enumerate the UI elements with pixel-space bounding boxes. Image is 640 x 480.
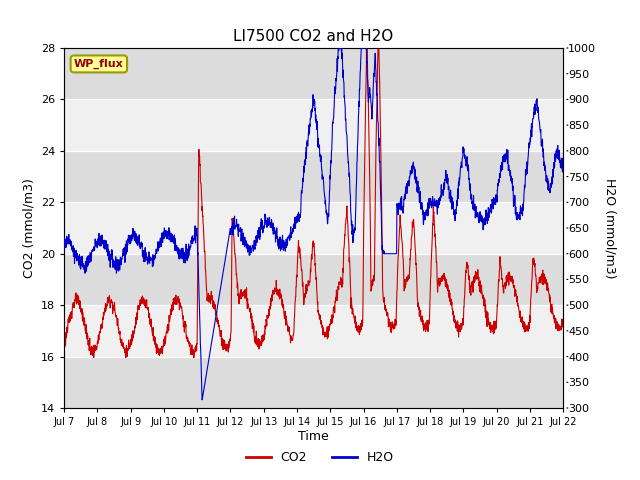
Legend: CO2, H2O: CO2, H2O bbox=[241, 446, 399, 469]
Bar bbox=[64, 357, 563, 408]
Bar bbox=[64, 99, 563, 151]
Title: LI7500 CO2 and H2O: LI7500 CO2 and H2O bbox=[234, 29, 394, 44]
Y-axis label: CO2 (mmol/m3): CO2 (mmol/m3) bbox=[22, 178, 35, 278]
Bar bbox=[64, 202, 563, 254]
Text: WP_flux: WP_flux bbox=[74, 59, 124, 69]
Bar bbox=[64, 254, 563, 305]
Bar bbox=[64, 151, 563, 202]
Y-axis label: H2O (mmol/m3): H2O (mmol/m3) bbox=[604, 178, 617, 278]
X-axis label: Time: Time bbox=[298, 430, 329, 443]
Bar bbox=[64, 305, 563, 357]
Bar bbox=[64, 48, 563, 99]
